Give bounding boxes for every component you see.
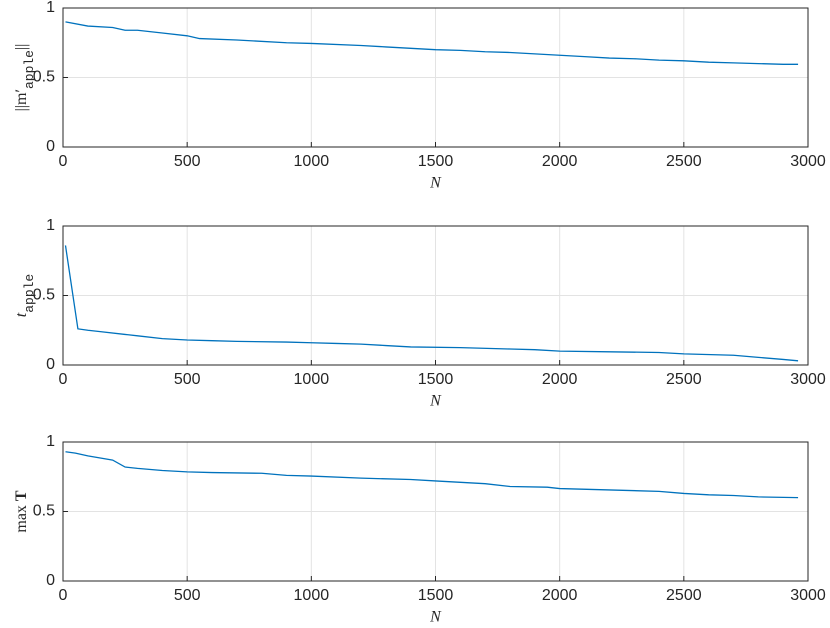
data-line	[64, 245, 799, 362]
x-tick-label: 1000	[294, 587, 330, 604]
data-line	[65, 21, 799, 65]
axes-box	[62, 225, 809, 366]
x-tick-label: 1500	[418, 371, 454, 388]
x-tick-label: 2500	[666, 587, 702, 604]
x-tick-label: 1000	[294, 371, 330, 388]
y-tick-label: 1	[46, 433, 55, 450]
y-axis-label: tapple	[13, 274, 37, 317]
y-tick-label: 0	[46, 138, 55, 155]
x-tick-label: 2500	[666, 371, 702, 388]
x-tick-label: 0	[59, 587, 68, 604]
y-axis-label-part: apple	[22, 50, 37, 89]
x-tick-label: 3000	[790, 153, 826, 170]
x-tick-label: 3000	[790, 371, 826, 388]
x-tick-label: 1000	[294, 153, 330, 170]
y-tick-label: 0.5	[33, 503, 55, 520]
x-tick-label: 0	[59, 371, 68, 388]
y-tick-label: 0	[46, 356, 55, 373]
y-axis-label-part: apple	[22, 274, 37, 313]
y-axis-label: max T	[13, 490, 30, 533]
y-tick-label: 1	[46, 217, 55, 234]
axes-box	[62, 7, 809, 148]
y-axis-label: ||m′apple||	[13, 44, 37, 112]
y-tick-label: 0.5	[33, 287, 55, 304]
x-tick-label: 1500	[418, 587, 454, 604]
x-tick-label: 3000	[790, 587, 826, 604]
y-axis-label-part: max	[13, 505, 30, 533]
y-axis-label-part: ||	[13, 44, 30, 50]
x-tick-label: 2000	[542, 153, 578, 170]
data-line	[65, 451, 799, 499]
y-tick-label: 0	[46, 572, 55, 589]
x-tick-label: 500	[174, 371, 201, 388]
x-tick-label: 2000	[542, 371, 578, 388]
x-tick-label: 0	[59, 153, 68, 170]
subplot: 0 500 1000 1500 2000 2500 3000 0 0.5 1 N ||m′apple|…	[13, 0, 826, 192]
x-axis-label: N	[429, 609, 442, 626]
y-axis-label-part: T	[13, 490, 30, 501]
x-tick-label: 1500	[418, 153, 454, 170]
x-tick-label: 500	[174, 587, 201, 604]
y-tick-label: 0.5	[33, 69, 55, 86]
x-tick-label: 500	[174, 153, 201, 170]
y-axis-label-part: t	[13, 312, 30, 317]
y-axis-label-part: ||m′	[13, 89, 30, 111]
y-tick-label: 1	[46, 0, 55, 16]
x-axis-label: N	[429, 393, 442, 410]
x-tick-label: 2500	[666, 153, 702, 170]
x-tick-label: 2000	[542, 587, 578, 604]
axes-box	[62, 441, 809, 582]
x-axis-label: N	[429, 175, 442, 192]
